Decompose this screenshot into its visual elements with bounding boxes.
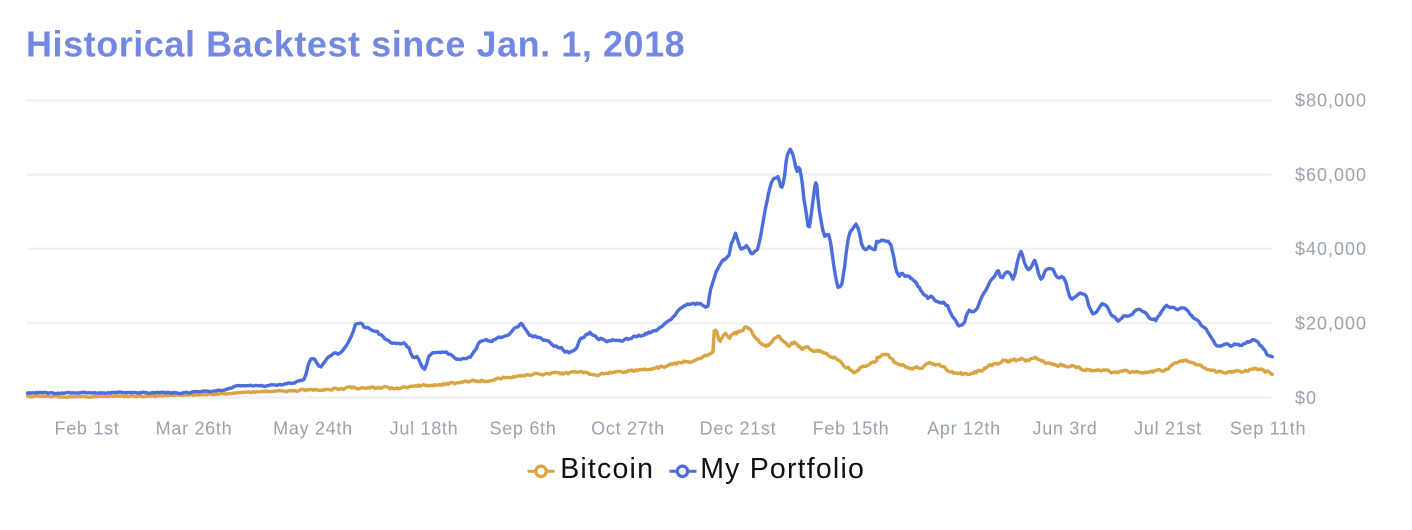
svg-text:Sep 11th: Sep 11th (1230, 419, 1306, 439)
svg-text:Oct 27th: Oct 27th (591, 419, 665, 439)
svg-text:May 24th: May 24th (273, 419, 353, 439)
svg-text:$60,000: $60,000 (1295, 165, 1367, 185)
svg-text:Jun 3rd: Jun 3rd (1033, 419, 1098, 439)
svg-text:Jul 21st: Jul 21st (1134, 419, 1202, 439)
svg-text:$80,000: $80,000 (1295, 91, 1367, 111)
svg-text:Dec 21st: Dec 21st (700, 419, 777, 439)
svg-text:Sep 6th: Sep 6th (490, 419, 557, 439)
svg-text:Apr 12th: Apr 12th (927, 419, 1001, 439)
svg-text:Mar 26th: Mar 26th (156, 419, 233, 439)
svg-text:Jul 18th: Jul 18th (390, 419, 459, 439)
svg-text:Bitcoin: Bitcoin (560, 453, 654, 485)
svg-text:$0: $0 (1295, 388, 1317, 408)
svg-text:Feb 1st: Feb 1st (55, 419, 120, 439)
svg-text:$20,000: $20,000 (1295, 314, 1367, 334)
svg-text:Feb 15th: Feb 15th (813, 419, 890, 439)
svg-text:My Portfolio: My Portfolio (700, 453, 865, 485)
svg-text:$40,000: $40,000 (1295, 239, 1367, 259)
svg-text:Historical Backtest since Jan.: Historical Backtest since Jan. 1, 2018 (26, 24, 685, 65)
